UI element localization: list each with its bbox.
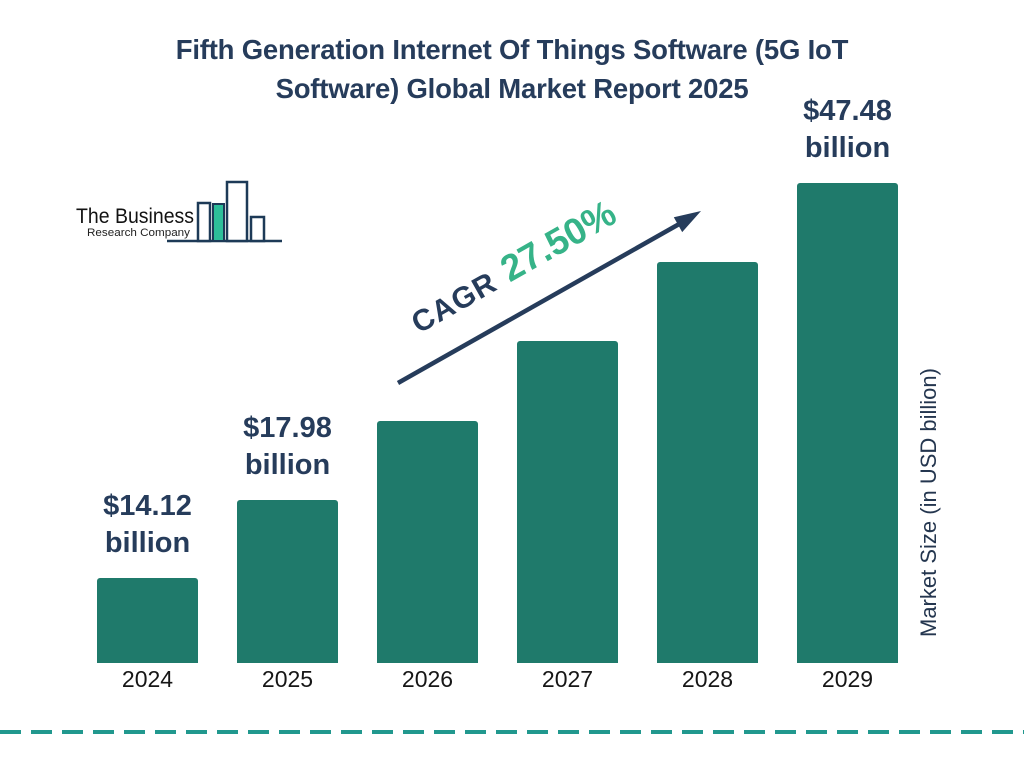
bar-2026 <box>377 421 478 663</box>
value-label-2029: $47.48 billion <box>768 93 928 167</box>
value-label-unit-2025: billion <box>244 449 331 481</box>
chart-title: Fifth Generation Internet Of Things Soft… <box>0 30 1024 108</box>
chart-title-line1: Fifth Generation Internet Of Things Soft… <box>175 34 849 65</box>
x-tick-2028: 2028 <box>681 666 734 692</box>
y-axis-label: Market Size (in USD billion) <box>916 368 941 638</box>
x-tick-2025: 2025 <box>261 666 314 692</box>
bar-2029 <box>797 183 898 663</box>
bar-2024 <box>97 578 198 663</box>
value-label-unit-2024: billion <box>104 527 191 559</box>
value-label-2025: $17.98 billion <box>208 410 368 484</box>
x-tick-2029: 2029 <box>821 666 874 692</box>
value-label-amount-2029: $47.48 <box>803 95 892 127</box>
bar-2028 <box>657 262 758 663</box>
value-label-2024: $14.12 billion <box>68 488 228 562</box>
x-tick-2027: 2027 <box>541 666 594 692</box>
value-label-amount-2024: $14.12 <box>103 490 192 522</box>
chart-title-line2: Software) Global Market Report 2025 <box>275 73 749 104</box>
bar-2025 <box>237 500 338 663</box>
value-label-amount-2025: $17.98 <box>243 412 332 444</box>
value-label-unit-2029: billion <box>804 132 891 164</box>
x-tick-2026: 2026 <box>401 666 454 692</box>
bar-2027 <box>517 341 618 663</box>
x-tick-2024: 2024 <box>121 666 174 692</box>
bottom-dashed-line <box>0 730 1024 734</box>
